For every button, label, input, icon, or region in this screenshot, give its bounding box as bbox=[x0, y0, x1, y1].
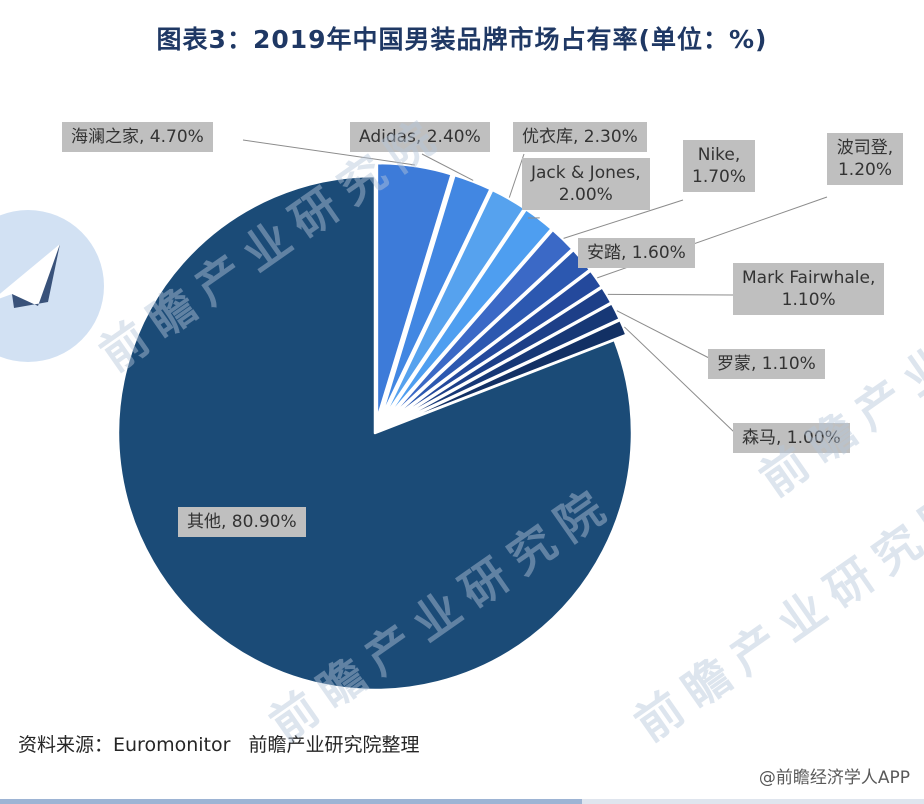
callout-line bbox=[563, 199, 684, 239]
slice-label: 其他, 80.90% bbox=[178, 507, 306, 538]
slice-label: 优衣库, 2.30% bbox=[513, 122, 647, 153]
callout-line bbox=[421, 153, 474, 181]
callout-line bbox=[607, 293, 734, 296]
bottom-progress-fill bbox=[0, 799, 583, 804]
slice-label: Mark Fairwhale, 1.10% bbox=[733, 263, 885, 316]
chart-title: 图表3：2019年中国男装品牌市场占有率(单位：%) bbox=[156, 25, 768, 54]
slice-label: Jack & Jones, 2.00% bbox=[522, 158, 650, 211]
slice-label: 安踏, 1.60% bbox=[578, 238, 695, 269]
source-note: 资料来源：Euromonitor 前瞻产业研究院整理 bbox=[18, 734, 420, 756]
qianzhan-logo-glyph bbox=[0, 244, 60, 308]
slice-label: Nike, 1.70% bbox=[683, 140, 756, 193]
qianzhan-logo bbox=[0, 210, 104, 362]
bottom-progress-bar bbox=[0, 799, 924, 804]
pie-slice-0 bbox=[375, 161, 453, 422]
credit-note: @前瞻经济学人APP bbox=[758, 768, 910, 788]
pie-slice-10 bbox=[116, 174, 634, 692]
slice-label: Adidas, 2.40% bbox=[350, 122, 490, 153]
callout-line bbox=[242, 139, 415, 166]
callout-line bbox=[624, 326, 735, 433]
pie-slice-1 bbox=[378, 173, 492, 423]
pie-slice-4 bbox=[382, 228, 574, 425]
slice-label: 海澜之家, 4.70% bbox=[62, 122, 213, 153]
slice-label: 波司登, 1.20% bbox=[827, 133, 903, 186]
slice-label: 罗蒙, 1.10% bbox=[708, 349, 825, 380]
callout-line bbox=[508, 153, 525, 198]
pie-slice-9 bbox=[385, 318, 628, 430]
slice-label: 森马, 1.00% bbox=[733, 423, 850, 454]
callout-line bbox=[616, 310, 710, 359]
